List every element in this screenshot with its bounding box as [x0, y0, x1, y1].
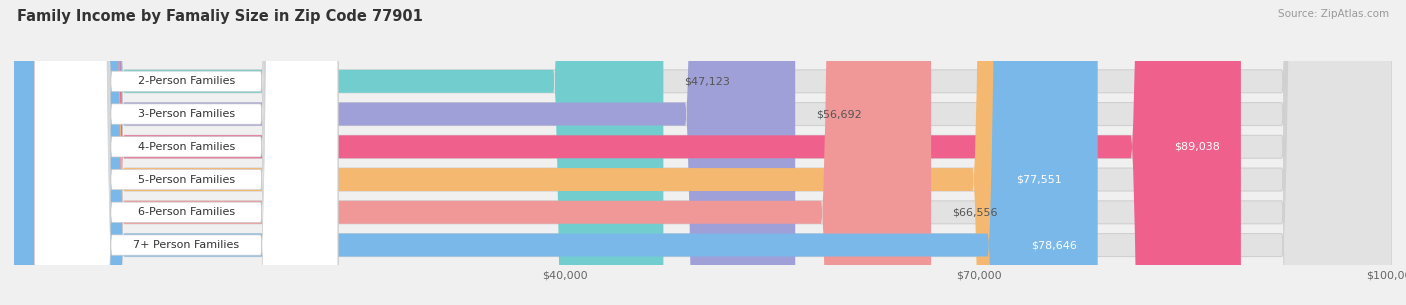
Text: $89,038: $89,038	[1174, 142, 1220, 152]
FancyBboxPatch shape	[14, 0, 664, 305]
Text: 5-Person Families: 5-Person Families	[138, 174, 235, 185]
Text: Source: ZipAtlas.com: Source: ZipAtlas.com	[1278, 9, 1389, 19]
Text: $47,123: $47,123	[685, 76, 730, 86]
FancyBboxPatch shape	[14, 0, 1392, 305]
Text: 4-Person Families: 4-Person Families	[138, 142, 235, 152]
FancyBboxPatch shape	[35, 0, 337, 305]
Text: Family Income by Famaliy Size in Zip Code 77901: Family Income by Famaliy Size in Zip Cod…	[17, 9, 423, 24]
Text: 2-Person Families: 2-Person Families	[138, 76, 235, 86]
FancyBboxPatch shape	[35, 0, 337, 305]
FancyBboxPatch shape	[35, 0, 337, 305]
Text: $78,646: $78,646	[1031, 240, 1077, 250]
FancyBboxPatch shape	[14, 0, 796, 305]
FancyBboxPatch shape	[35, 0, 337, 305]
Text: 7+ Person Families: 7+ Person Families	[134, 240, 239, 250]
FancyBboxPatch shape	[14, 0, 1083, 305]
FancyBboxPatch shape	[14, 0, 1392, 305]
Text: $66,556: $66,556	[952, 207, 997, 217]
Text: $56,692: $56,692	[815, 109, 862, 119]
FancyBboxPatch shape	[14, 0, 1392, 305]
FancyBboxPatch shape	[14, 0, 931, 305]
Text: $77,551: $77,551	[1017, 174, 1062, 185]
Text: 6-Person Families: 6-Person Families	[138, 207, 235, 217]
FancyBboxPatch shape	[35, 0, 337, 305]
FancyBboxPatch shape	[35, 0, 337, 305]
FancyBboxPatch shape	[14, 0, 1392, 305]
Text: 3-Person Families: 3-Person Families	[138, 109, 235, 119]
FancyBboxPatch shape	[14, 0, 1098, 305]
FancyBboxPatch shape	[14, 0, 1241, 305]
FancyBboxPatch shape	[14, 0, 1392, 305]
FancyBboxPatch shape	[14, 0, 1392, 305]
